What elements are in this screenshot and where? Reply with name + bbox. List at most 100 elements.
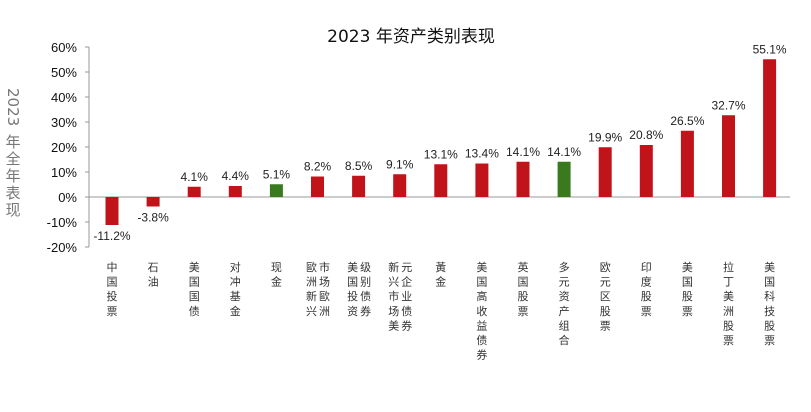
bar [516,161,530,197]
category-label-char: 石 [148,261,159,274]
category-label-char: 丁 [723,276,734,289]
category-label-char: 美 [682,261,693,274]
data-label: 26.5% [670,114,704,128]
category-label-char: 洲 [723,305,734,318]
y-tick-label: 50% [51,65,77,80]
category-label-char: 金 [230,304,241,318]
category-label-char: 印 [641,261,652,274]
category-label-char: 新 [388,260,399,274]
category-label-char: 票 [682,305,693,318]
chart-title: 2023 年资产类别表现 [327,27,495,47]
category-label-char: 冲 [230,275,241,289]
category-label-char: 金 [435,275,446,289]
category-label-char: 现 [271,261,282,274]
bar [393,174,407,197]
y-axis-label-char: 年 [5,133,20,151]
category-label-char: 债 [476,333,487,347]
bar [228,186,242,197]
category-label-char: 股 [518,290,529,303]
data-label: 13.1% [424,147,458,161]
category-label-char: 技 [764,305,775,318]
data-labels: -11.2% -3.8% 4.1% 4.4% 5.1% 8.2% 8.5% 9.1% 13.1%… [93,42,787,243]
data-label: 4.4% [222,169,250,183]
category-label-char: 券 [360,304,371,318]
category-label-char: 美 [388,319,399,332]
category-label: 石油 [148,261,159,289]
category-label-char: 歐 [306,260,317,274]
y-axis-label-char: 现 [5,201,20,219]
category-label-char: 元 [559,276,570,289]
category-label: 现金 [271,261,282,289]
category-label-char: 兴 [306,305,317,318]
category-label-char: 中 [107,261,118,274]
category-label-char: 度 [641,275,652,289]
category-label-char: 国 [476,276,487,289]
y-axis-label-char: 年 [5,167,20,185]
category-label-char: 区 [600,290,611,303]
bar [146,197,160,207]
category-label-char: 英 [518,260,529,274]
bar [557,161,571,197]
category-label-char: 油 [148,275,159,289]
category-labels: 中国投票石油美国国债对冲基金现金歐洲新兴市场歐洲美国投资级别债券新兴市场美元企业… [107,260,776,362]
bar [722,115,735,197]
data-label: 9.1% [386,157,414,171]
category-label-char: 企 [401,275,412,289]
category-label-char: 基 [230,290,241,303]
category-label-char: 欧 [600,261,611,274]
bar [763,59,777,197]
category-label-char: 市 [388,289,399,303]
category-label-char: 美 [476,261,487,274]
y-axis-label-text: 2023 [4,88,22,126]
category-label-char: 国 [107,276,118,289]
data-label: 8.5% [345,159,373,173]
bar [680,130,694,197]
bar [352,175,366,197]
category-label-char: 美 [189,261,200,274]
category-label-char: 股 [764,319,775,332]
y-tick-label: 20% [51,140,77,155]
bar [434,164,448,197]
category-label-char: 股 [723,319,734,332]
y-tick-label: 10% [51,165,77,180]
bar [311,176,324,197]
category-label-char: 美 [347,261,358,274]
category-label-char: 科 [764,289,775,303]
category-label-char: 别 [360,276,371,289]
data-label: 14.1% [547,145,581,159]
y-tick-label: -20% [47,240,78,255]
category-label-char: 拉 [723,260,734,274]
category-label-char: 美 [723,290,734,303]
category-label-char: 国 [518,276,529,289]
bar [269,184,283,197]
category-label-char: 票 [107,305,118,318]
category-label-char: 国 [682,276,693,289]
category-label-char: 级 [360,261,371,274]
category-label-char: 对 [230,260,241,274]
category-label-char: 益 [476,318,487,332]
y-axis-label-char: 表 [5,184,20,202]
category-label-char: 国 [189,276,200,289]
bar [105,197,119,225]
bars [105,59,777,225]
data-label: 20.8% [629,128,663,142]
category-label-char: 场 [319,275,330,289]
category-label-char: 投 [107,289,118,303]
category-label-char: 票 [641,305,652,318]
data-label: 5.1% [263,167,291,181]
category-label-char: 美 [764,261,775,274]
y-tick-label: 40% [51,90,77,105]
category-label: 黃金 [435,261,446,289]
